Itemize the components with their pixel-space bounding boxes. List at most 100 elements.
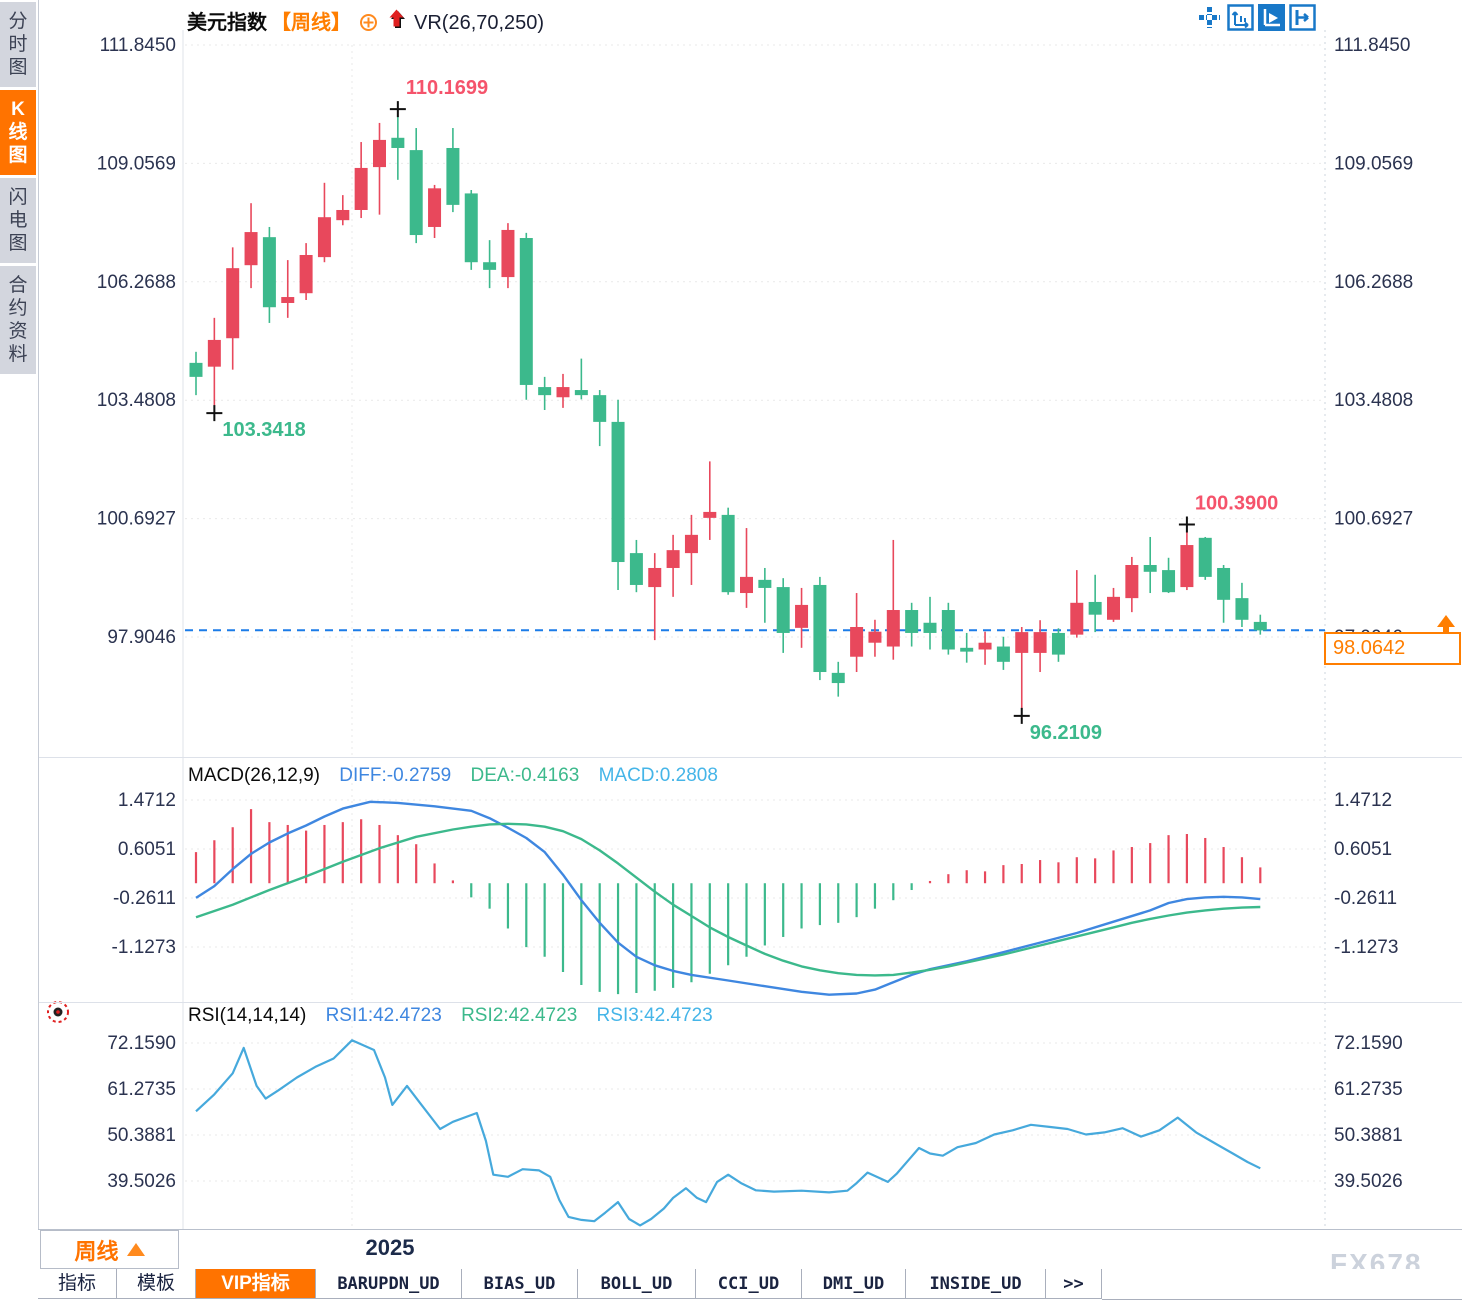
candle-body	[1162, 570, 1176, 593]
y-axis-label-right: -0.2611	[1334, 888, 1397, 909]
candle-body	[978, 642, 992, 650]
candle-body	[556, 387, 570, 398]
candle-body	[1088, 601, 1102, 615]
candle-body	[831, 672, 845, 684]
candle-body	[519, 238, 533, 385]
axis-fit-icon[interactable]	[1227, 4, 1254, 31]
macd-macd-value: MACD:0.2808	[598, 765, 718, 786]
macd-diff-line	[195, 800, 1261, 996]
chart-title-row: 美元指数 【周线】 VR(26,70,250)	[187, 6, 544, 35]
price-annotation: 96.2109	[1030, 722, 1102, 744]
x-axis-year-label: 2025	[365, 1235, 415, 1260]
y-axis-label-right: 111.8450	[1334, 35, 1410, 56]
candle-body	[446, 147, 460, 205]
axis-play-icon[interactable]	[1258, 4, 1285, 31]
y-axis-label-left: 100.6927	[97, 509, 176, 530]
candle-body	[941, 610, 955, 650]
candle-body	[1033, 632, 1047, 653]
candle-body	[813, 584, 827, 673]
move-icon[interactable]	[1196, 4, 1223, 31]
period-selector[interactable]: 周线	[40, 1230, 179, 1269]
y-axis-label-right: 50.3881	[1334, 1125, 1403, 1146]
candle-body	[428, 188, 442, 227]
overlay-indicator-label[interactable]: VR(26,70,250)	[414, 12, 545, 34]
pan-right-icon[interactable]	[1289, 4, 1316, 31]
tab-vip指标[interactable]: VIP指标	[196, 1269, 316, 1299]
candle-body	[354, 167, 368, 210]
tab-指标[interactable]: 指标	[38, 1269, 117, 1299]
tab-bias_ud[interactable]: BIAS_UD	[462, 1269, 578, 1299]
candle-body	[189, 362, 203, 377]
candle-body	[207, 339, 221, 367]
candle-body	[373, 139, 386, 168]
extreme-marker-cross	[206, 405, 223, 422]
candle-body	[464, 193, 478, 263]
period-tag: 【周线】	[271, 12, 351, 34]
rsi3-value: RSI3:42.4723	[596, 1005, 713, 1026]
tab-inside_ud[interactable]: INSIDE_UD	[906, 1269, 1046, 1299]
divider-main-macd	[38, 757, 1462, 758]
tab-模板[interactable]: 模板	[117, 1269, 196, 1299]
alert-sun-icon[interactable]	[47, 1001, 69, 1023]
candle-body	[886, 610, 900, 647]
y-axis-label-left: 103.4808	[97, 390, 176, 411]
tab-boll_ud[interactable]: BOLL_UD	[578, 1269, 696, 1299]
candle-body	[629, 553, 643, 585]
y-axis-label-left: 109.0569	[97, 153, 176, 174]
candle-body	[593, 395, 607, 422]
indicator-tabbar: 指标 模板 VIP指标 BARUPDN_UD BIAS_UD BOLL_UD CCI_UD D…	[38, 1269, 1462, 1300]
candle-body	[1143, 565, 1157, 572]
time-axis-strip	[38, 1229, 1462, 1270]
candle-body	[960, 647, 974, 652]
y-axis-label-left: 61.2735	[107, 1079, 176, 1100]
tab-barupdn_ud[interactable]: BARUPDN_UD	[316, 1269, 462, 1299]
candle-body	[721, 514, 735, 593]
candle-body	[795, 604, 809, 628]
chart-toolbar	[1196, 4, 1316, 31]
last-price-tag[interactable]: 98.0642	[1324, 632, 1461, 665]
candle-body	[1015, 632, 1029, 653]
candle-body	[905, 610, 919, 633]
candle-body	[1253, 621, 1267, 631]
rsi-title[interactable]: RSI(14,14,14)	[188, 1005, 307, 1026]
macd-diff-value: DIFF:-0.2759	[339, 765, 452, 786]
candle-body	[1107, 596, 1120, 620]
y-axis-label-left: 0.6051	[118, 839, 176, 860]
candle-body	[648, 567, 662, 588]
sidebar-item-3[interactable]: 合约资料	[0, 266, 36, 374]
candle-body	[611, 421, 625, 563]
candle-body	[1217, 567, 1231, 600]
y-axis-label-right: 103.4808	[1334, 390, 1413, 411]
candle-body	[1180, 545, 1194, 588]
period-up-triangle-icon	[126, 1243, 145, 1256]
y-axis-label-left: -1.1273	[112, 937, 176, 958]
tab->>[interactable]: >>	[1046, 1269, 1102, 1299]
y-axis-label-right: 1.4712	[1334, 790, 1392, 811]
divider-macd-rsi	[38, 1002, 1462, 1003]
add-indicator-icon[interactable]	[359, 13, 378, 32]
y-axis-label-left: 1.4712	[118, 790, 176, 811]
candle-body	[244, 232, 258, 266]
y-axis-label-right: 100.6927	[1334, 509, 1413, 530]
tab-dmi_ud[interactable]: DMI_UD	[802, 1269, 906, 1299]
candle-body	[758, 579, 772, 588]
y-axis-label-right: 0.6051	[1334, 839, 1392, 860]
sidebar-item-0[interactable]: 分时图	[0, 2, 36, 87]
candle-body	[923, 622, 937, 633]
candle-body	[483, 262, 497, 270]
sidebar-item-2[interactable]: 闪电图	[0, 178, 36, 263]
macd-title[interactable]: MACD(26,12,9)	[188, 765, 320, 786]
tab-cci_ud[interactable]: CCI_UD	[696, 1269, 802, 1299]
candle-body	[1051, 632, 1065, 655]
price-annotation: 100.3900	[1195, 492, 1278, 514]
candle-body	[262, 237, 276, 308]
candle-body	[1070, 602, 1084, 635]
candle-body	[776, 587, 790, 633]
y-axis-label-right: 109.0569	[1334, 153, 1413, 174]
rsi2-value: RSI2:42.4723	[461, 1005, 578, 1026]
extreme-marker-cross	[1013, 707, 1030, 724]
y-axis-label-left: 50.3881	[107, 1125, 176, 1146]
